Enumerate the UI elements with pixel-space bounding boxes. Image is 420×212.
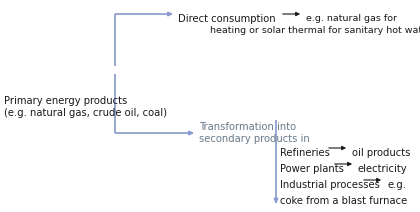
Text: Direct consumption: Direct consumption — [178, 14, 276, 24]
Text: Primary energy products: Primary energy products — [4, 96, 127, 106]
Text: e.g. natural gas for: e.g. natural gas for — [306, 14, 397, 23]
Text: electricity: electricity — [358, 164, 408, 174]
Text: (e.g. natural gas, crude oil, coal): (e.g. natural gas, crude oil, coal) — [4, 108, 167, 118]
Text: secondary products in: secondary products in — [199, 134, 310, 144]
Text: coke from a blast furnace: coke from a blast furnace — [280, 196, 407, 206]
Text: Refineries: Refineries — [280, 148, 330, 158]
Text: heating or solar thermal for sanitary hot water: heating or solar thermal for sanitary ho… — [210, 26, 420, 35]
Text: oil products: oil products — [352, 148, 410, 158]
Text: Industrial processes: Industrial processes — [280, 180, 380, 190]
Text: Power plants: Power plants — [280, 164, 344, 174]
Text: Transformation into: Transformation into — [199, 122, 296, 132]
Text: e.g.: e.g. — [387, 180, 406, 190]
